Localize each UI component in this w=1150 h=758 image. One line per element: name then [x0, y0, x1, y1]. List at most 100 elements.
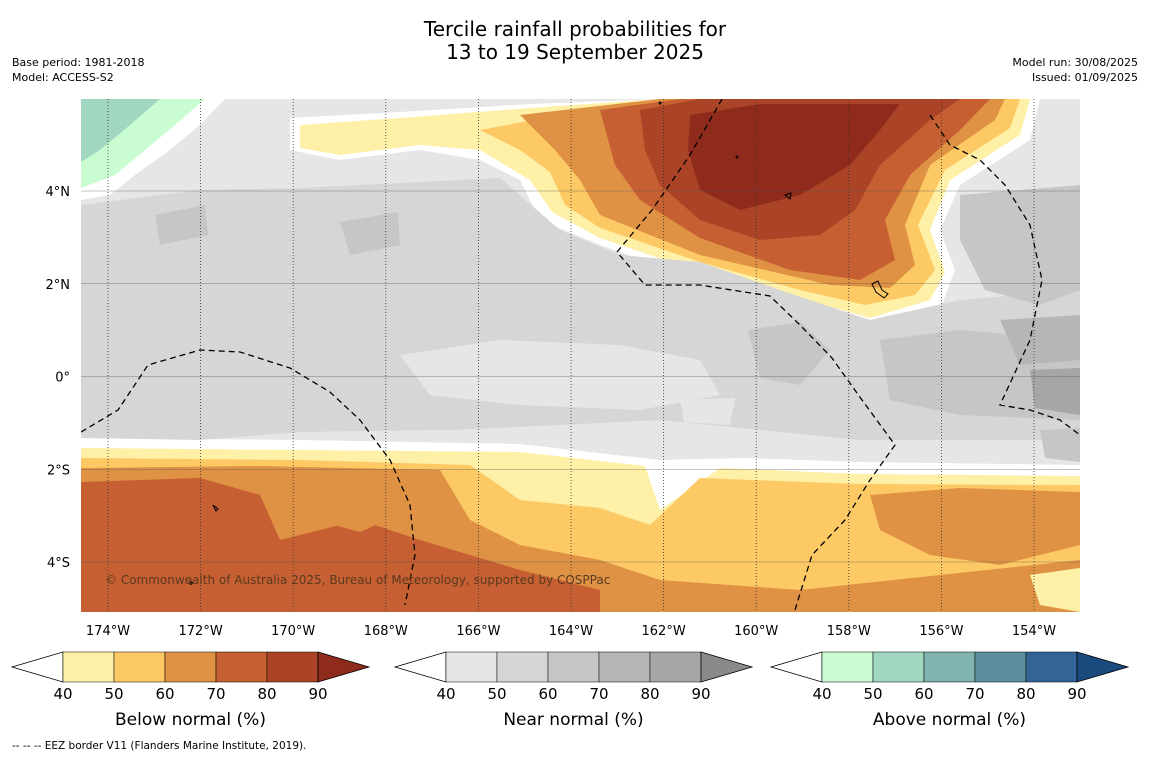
- eez-border-central: [616, 99, 896, 611]
- eez-borders: [81, 99, 1080, 611]
- longitude-label: 156°W: [919, 624, 963, 639]
- longitude-label: 174°W: [86, 624, 130, 639]
- below-colorbar-segment: [266, 651, 319, 683]
- near-colorbar-tick: 90: [691, 685, 710, 703]
- below-colorbar-tick: 50: [104, 685, 123, 703]
- above-colorbar-tick: 70: [965, 685, 984, 703]
- below-60-pocket: [335, 508, 378, 532]
- near-colorbar-tick: 80: [640, 685, 659, 703]
- latitude-label: 4°N: [46, 185, 71, 200]
- base-period: Base period: 1981-2018: [12, 56, 145, 69]
- island-2: [871, 280, 889, 299]
- near-80-patch: [1030, 368, 1080, 415]
- copyright-text: © Commonwealth of Australia 2025, Bureau…: [105, 573, 610, 587]
- above-colorbar-tick: 90: [1067, 685, 1086, 703]
- near-60-patch-4: [960, 185, 1080, 305]
- near-colorbar-tick: 70: [589, 685, 608, 703]
- above-colorbar-tick: 40: [812, 685, 831, 703]
- below-70-south: [81, 478, 600, 612]
- model-name: Model: ACCESS-S2: [12, 71, 114, 84]
- below-40-corner: [1030, 568, 1080, 612]
- longitude-label: 158°W: [827, 624, 871, 639]
- eez-border-east: [929, 114, 1080, 436]
- near-colorbar-tick: 40: [436, 685, 455, 703]
- below-colorbar-tick: 70: [206, 685, 225, 703]
- colorbars: 40 50 60 70 80 90 Below normal (%) 40 50 60 70 80 90…: [10, 651, 1130, 730]
- above-colorbar-extend-high: [1076, 651, 1130, 683]
- above-colorbar-segment: [872, 651, 925, 683]
- near-colorbar-extend-high: [700, 651, 754, 683]
- near-colorbar-segment: [445, 651, 498, 683]
- map-title: Tercile rainfall probabilities for 13 to…: [0, 18, 1150, 64]
- near-50-central: [81, 178, 1080, 440]
- above-colorbar-tick: 80: [1016, 685, 1035, 703]
- island-4: [189, 581, 193, 585]
- near-60-patch-2: [340, 212, 400, 255]
- longitude-label: 164°W: [549, 624, 593, 639]
- latitude-label: 0°: [55, 371, 70, 386]
- near-60-patch-3: [748, 322, 830, 385]
- near-60-patch-6: [1040, 428, 1080, 462]
- above-colorbar-segment: [974, 651, 1027, 683]
- above-colorbar-label: Above normal (%): [873, 710, 1026, 730]
- above-normal-colorbar: 40 50 60 70 80 90 Above normal (%): [769, 651, 1130, 730]
- longitude-label: 172°W: [179, 624, 223, 639]
- above-50-nw: [81, 99, 160, 162]
- island-1: [783, 192, 792, 200]
- below-colorbar-tick: 60: [155, 685, 174, 703]
- near-40-spot: [680, 398, 735, 425]
- near-normal-colorbar: 40 50 60 70 80 90 Near normal (%): [393, 651, 754, 730]
- island-3: [212, 504, 219, 512]
- above-colorbar-extend-low: [769, 651, 823, 683]
- latitude-label: 2°S: [47, 463, 70, 478]
- below-colorbar-tick: 90: [308, 685, 327, 703]
- near-colorbar-segment: [496, 651, 549, 683]
- latitude-label: 4°S: [47, 556, 70, 571]
- near-colorbar-tick: 60: [538, 685, 557, 703]
- above-colorbar-segment: [821, 651, 874, 683]
- near-colorbar-tick: 50: [487, 685, 506, 703]
- above-colorbar-tick: 50: [863, 685, 882, 703]
- latitude-labels: 4°N 2°N 0° 2°S 4°S: [46, 185, 71, 571]
- title-line-1: Tercile rainfall probabilities for: [423, 17, 727, 41]
- model-run: Model run: 30/08/2025: [1012, 56, 1138, 69]
- below-colorbar-extend-low: [10, 651, 64, 683]
- near-colorbar-segment: [547, 651, 600, 683]
- longitude-label: 154°W: [1012, 624, 1056, 639]
- below-colorbar-extend-high: [317, 651, 371, 683]
- meta-right: Model run: 30/08/2025 Issued: 01/09/2025: [1012, 55, 1138, 85]
- below-normal-colorbar: 40 50 60 70 80 90 Below normal (%): [10, 651, 371, 730]
- longitude-label: 166°W: [456, 624, 500, 639]
- near-60-patch-1: [155, 205, 208, 245]
- below-colorbar-tick: 80: [257, 685, 276, 703]
- longitude-label: 160°W: [734, 624, 778, 639]
- meta-left: Base period: 1981-2018 Model: ACCESS-S2: [12, 55, 144, 85]
- longitude-label: 168°W: [364, 624, 408, 639]
- near-70-patch: [1000, 315, 1080, 365]
- above-colorbar-tick: 60: [914, 685, 933, 703]
- islands: [189, 101, 889, 585]
- longitude-label: 162°W: [642, 624, 686, 639]
- below-colorbar-segment: [62, 651, 115, 683]
- below-colorbar-segment: [215, 651, 268, 683]
- island-6: [658, 101, 662, 105]
- probability-field: [81, 99, 1080, 612]
- below-60-east: [870, 488, 1080, 565]
- near-colorbar-extend-low: [393, 651, 447, 683]
- longitude-labels: 174°W 172°W 170°W 168°W 166°W 164°W 162°W 160°W…: [86, 624, 1056, 639]
- island-5: [735, 155, 739, 159]
- below-colorbar-tick: 40: [53, 685, 72, 703]
- eez-footnote: -- -- -- EEZ border V11 (Flanders Marine…: [12, 740, 307, 752]
- below-colorbar-label: Below normal (%): [115, 710, 266, 730]
- near-40-window: [400, 340, 720, 410]
- title-line-2: 13 to 19 September 2025: [446, 40, 704, 64]
- below-colorbar-segment: [164, 651, 217, 683]
- below-colorbar-segment: [113, 651, 166, 683]
- above-colorbar-segment: [1025, 651, 1078, 683]
- above-colorbar-segment: [923, 651, 976, 683]
- graticule: [81, 99, 1080, 612]
- near-colorbar-segment: [598, 651, 651, 683]
- issued-date: Issued: 01/09/2025: [1031, 71, 1138, 84]
- near-colorbar-segment: [649, 651, 702, 683]
